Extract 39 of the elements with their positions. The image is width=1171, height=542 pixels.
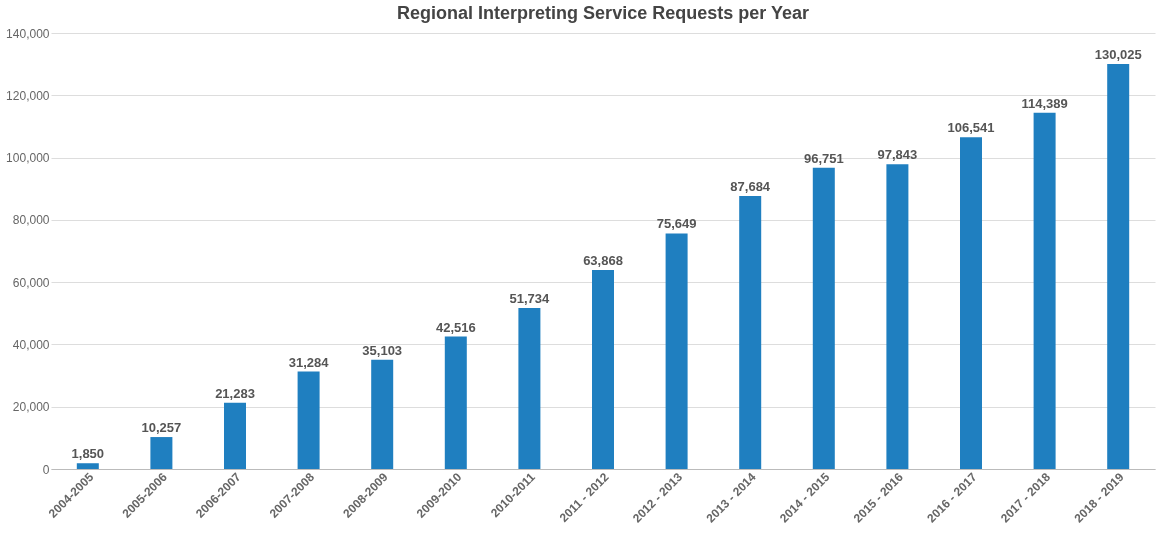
y-tick-label: 100,000 — [6, 151, 50, 166]
bar — [886, 164, 909, 469]
bar — [150, 437, 173, 469]
bar — [1033, 112, 1056, 469]
data-label: 97,843 — [877, 147, 918, 163]
bar — [297, 371, 320, 469]
data-label: 96,751 — [803, 150, 844, 166]
bar — [739, 195, 762, 469]
y-tick-label: 60,000 — [12, 275, 50, 290]
bar — [1107, 64, 1130, 469]
bar — [665, 233, 688, 469]
data-label: 35,103 — [362, 342, 403, 358]
data-label: 31,284 — [288, 354, 330, 370]
data-label: 51,734 — [509, 290, 551, 306]
data-label: 87,684 — [730, 178, 771, 194]
data-label: 63,868 — [583, 253, 623, 269]
data-label: 21,283 — [215, 385, 255, 401]
bar — [371, 359, 394, 469]
y-tick-label: 140,000 — [6, 26, 50, 41]
y-tick-label: 120,000 — [6, 88, 50, 103]
bar — [224, 402, 246, 469]
data-label: 75,649 — [656, 216, 697, 232]
bar — [592, 270, 614, 469]
bar — [960, 137, 982, 469]
data-label: 42,516 — [435, 319, 476, 335]
chart-title: Regional Interpreting Service Requests per Year — [397, 3, 809, 23]
y-tick-label: 20,000 — [12, 400, 50, 415]
data-label: 1,850 — [71, 446, 105, 462]
y-tick-label: 80,000 — [12, 213, 50, 228]
data-label: 10,257 — [141, 420, 182, 436]
bar — [812, 167, 835, 469]
bar — [444, 336, 467, 469]
data-label: 106,541 — [947, 120, 995, 136]
y-tick-label: 40,000 — [12, 337, 50, 352]
bar — [518, 307, 541, 469]
bar — [76, 463, 99, 469]
y-tick-label: 0 — [42, 462, 50, 477]
data-label: 114,389 — [1021, 95, 1068, 111]
data-label: 130,025 — [1094, 47, 1142, 63]
